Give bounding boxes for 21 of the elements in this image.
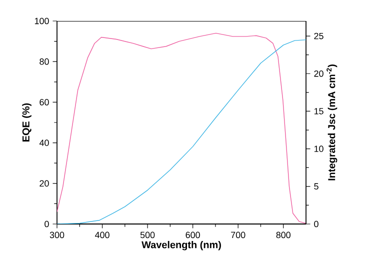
y-tick-label: 20	[40, 180, 49, 187]
x-tick-label: 800	[276, 232, 290, 238]
x-tick-label: 300	[50, 232, 64, 238]
y2-tick-label: 20	[314, 70, 324, 77]
y2-axis-title: Integrated Jsc (mA cm$^{-2}$)	[326, 64, 338, 180]
y-tick-label: 0	[44, 220, 49, 228]
y2-tick-label: 10	[314, 146, 324, 152]
x-axis-title: Wavelength (nm)	[142, 240, 221, 250]
y-tick-label: 80	[40, 58, 49, 65]
x-tick-label: 500	[140, 232, 155, 238]
x-tick-label: 700	[231, 232, 246, 238]
y2-tick-label: 0	[314, 220, 318, 228]
y2-tick-label: 25	[314, 32, 324, 40]
y-tick-label: 60	[40, 99, 49, 106]
y2-tick-label: 15	[314, 108, 324, 114]
y-axis-title: EQE (%)	[22, 103, 32, 142]
x-tick-label: 600	[186, 232, 200, 238]
y-tick-label: 100	[34, 18, 49, 24]
y-tick-label: 40	[39, 140, 49, 146]
y2-tick-label: 5	[314, 183, 318, 190]
x-tick-label: 400	[94, 232, 110, 238]
